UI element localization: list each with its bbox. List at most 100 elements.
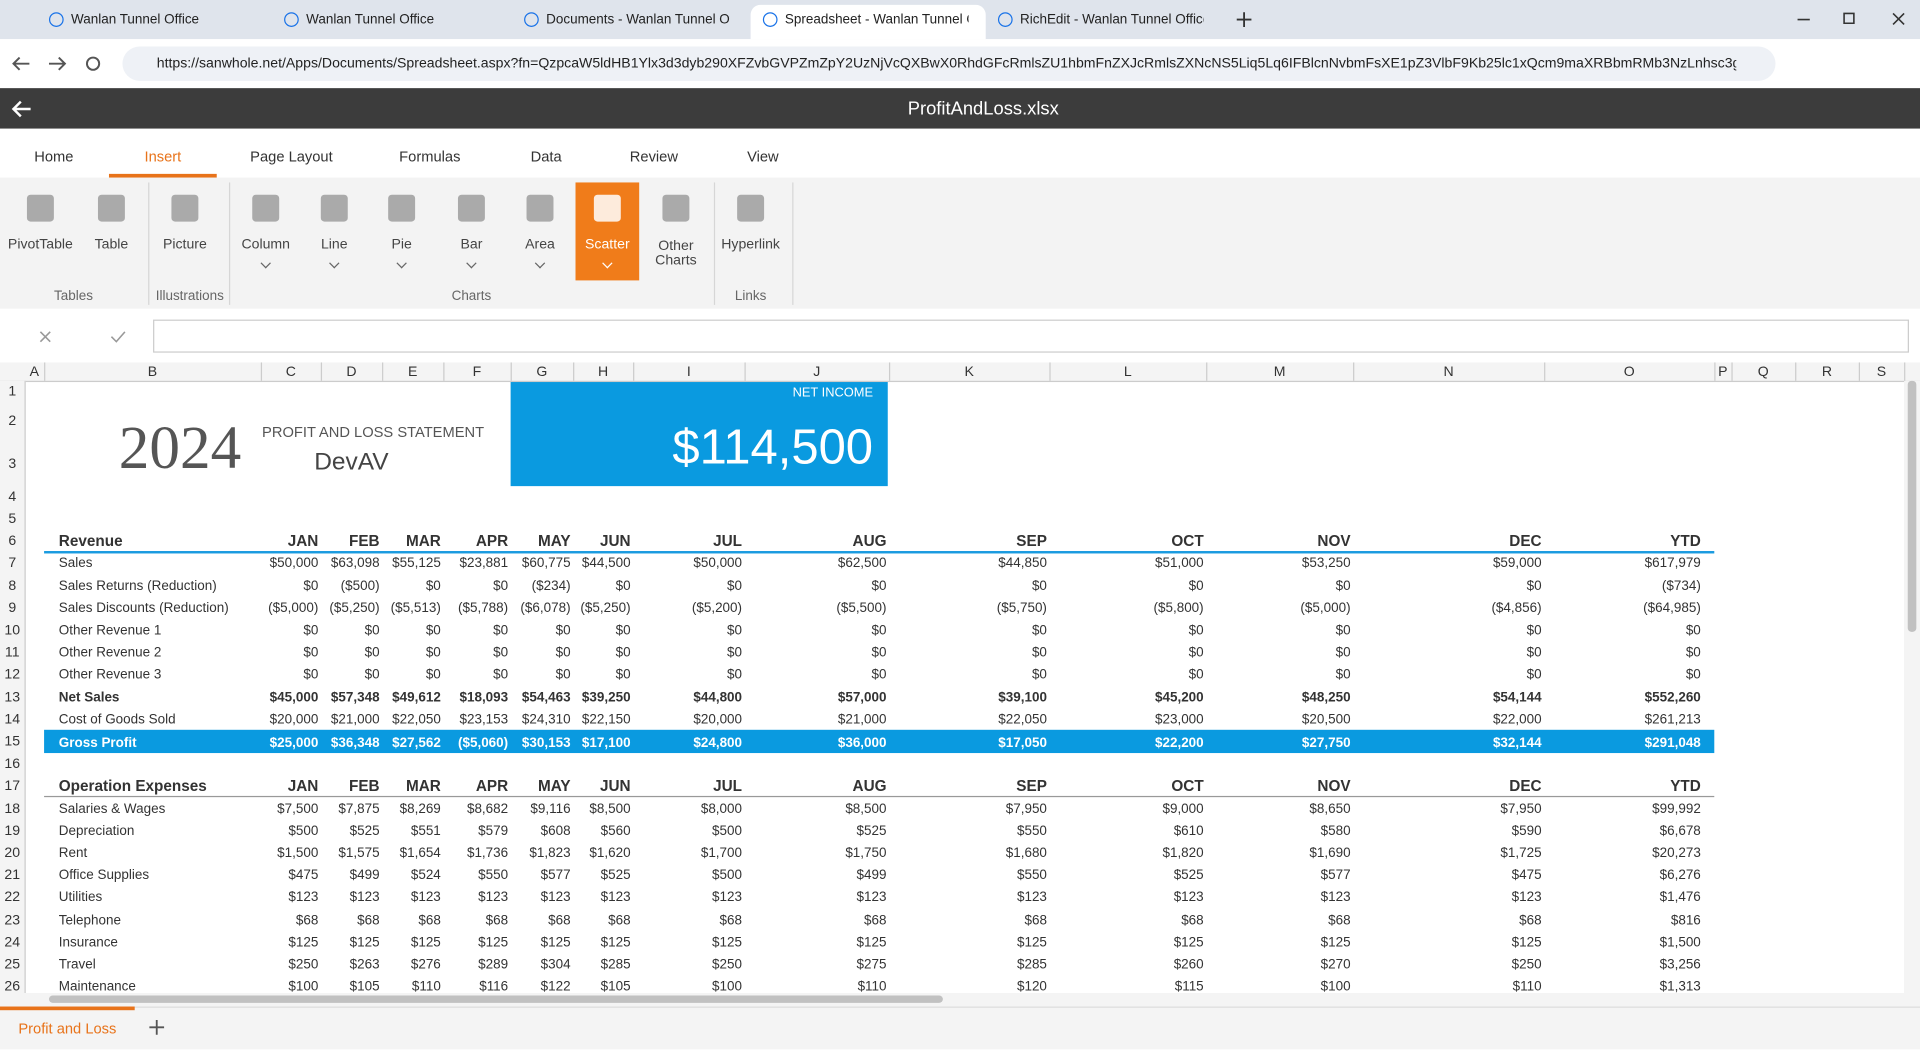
row-header: 18: [4, 802, 20, 817]
ribbon-button[interactable]: Picture: [163, 238, 207, 253]
cell: $20,500: [1302, 712, 1351, 727]
ribbon-tab[interactable]: Formulas: [399, 148, 460, 165]
cell: $36,000: [838, 736, 887, 751]
cell: $68: [608, 913, 630, 928]
h-scrollbar[interactable]: [0, 993, 1920, 1006]
cell: $0: [727, 646, 742, 661]
cell: $8,500: [589, 802, 630, 817]
ribbon-button[interactable]: Table: [95, 238, 129, 253]
ribbon-button[interactable]: Area: [525, 238, 555, 253]
ribbon-tab[interactable]: Data: [531, 148, 562, 165]
cell: $45,000: [270, 690, 319, 705]
formula-buttons[interactable]: [37, 328, 135, 345]
cell: $0: [1032, 668, 1047, 683]
cell: $116: [479, 980, 508, 995]
ribbon-button[interactable]: Line: [321, 238, 348, 253]
formula-input[interactable]: [153, 320, 1909, 353]
cell: $68: [720, 913, 742, 928]
cell: $120: [1017, 980, 1047, 995]
cell: $125: [1017, 935, 1047, 950]
cell: $0: [1336, 579, 1351, 594]
cell: $0: [1189, 579, 1204, 594]
cell: $125: [350, 935, 380, 950]
back-button[interactable]: [10, 98, 34, 120]
cell: $1,500: [277, 846, 318, 861]
row-label: Sales Discounts (Reduction): [59, 601, 229, 616]
cell: $500: [288, 824, 318, 839]
cell: $6,276: [1660, 868, 1701, 883]
ribbon-button[interactable]: Column: [241, 238, 290, 253]
cell: $105: [350, 980, 380, 995]
cell: $44,850: [998, 556, 1047, 571]
cell: $0: [556, 623, 571, 638]
ribbon-button[interactable]: Pie: [391, 238, 411, 253]
cell: $25,000: [270, 736, 319, 751]
cell: $263: [350, 958, 380, 973]
row-header: 19: [4, 824, 20, 839]
cell: $0: [1686, 646, 1701, 661]
ribbon-tab[interactable]: View: [747, 148, 779, 165]
cell: $0: [616, 623, 631, 638]
ribbon-tab[interactable]: Home: [34, 148, 73, 165]
column-border: [1859, 362, 1860, 380]
window-controls[interactable]: [1788, 7, 1910, 31]
cell: $577: [1321, 868, 1351, 883]
cell: $291,048: [1645, 736, 1701, 751]
ribbon-tab[interactable]: Page Layout: [250, 148, 333, 165]
cell: $0: [616, 646, 631, 661]
cell: $36,348: [331, 736, 380, 751]
cell: $0: [1686, 623, 1701, 638]
month-header: NOV: [1317, 533, 1350, 550]
cell: $1,820: [1162, 846, 1203, 861]
cell: $617,979: [1645, 556, 1701, 571]
add-sheet[interactable]: [148, 1019, 165, 1036]
column-border: [633, 362, 634, 380]
month-header: FEB: [349, 533, 380, 550]
tab-icon: [998, 12, 1013, 27]
cell: $110: [1513, 980, 1542, 995]
cell: ($5,500): [836, 601, 886, 616]
row-label: Maintenance: [59, 980, 136, 995]
ribbon-button[interactable]: Scatter: [585, 238, 630, 253]
row-label: Rent: [59, 846, 87, 861]
row-label: Cost of Goods Sold: [59, 712, 176, 727]
cell: $125: [541, 935, 571, 950]
ribbon-button[interactable]: Bar: [460, 238, 482, 253]
cell: $23,881: [459, 556, 508, 571]
ribbon-button[interactable]: PivotTable: [8, 238, 73, 253]
v-scrollbar[interactable]: [1904, 381, 1920, 993]
cell: $20,273: [1652, 846, 1701, 861]
cell: $7,950: [1500, 802, 1541, 817]
cell: $22,000: [1493, 712, 1542, 727]
cell: $0: [1336, 646, 1351, 661]
nav-buttons[interactable]: [10, 51, 108, 75]
column-border: [261, 362, 262, 380]
cell: $23,000: [1155, 712, 1204, 727]
new-tab[interactable]: [1236, 11, 1253, 28]
column-header: K: [964, 365, 973, 380]
ribbon-button[interactable]: Hyperlink: [721, 238, 780, 253]
cell: $1,823: [529, 846, 570, 861]
cell: $50,000: [270, 556, 319, 571]
cell: $0: [493, 668, 508, 683]
column-header: F: [473, 365, 482, 380]
cell: $6,678: [1660, 824, 1701, 839]
cell: $21,000: [331, 712, 380, 727]
column-border: [744, 362, 745, 380]
column-header: E: [408, 365, 417, 380]
ribbon-tab[interactable]: Review: [630, 148, 678, 165]
button-icon: [388, 195, 415, 222]
group-separator: [792, 182, 793, 304]
column-header: I: [687, 365, 691, 380]
cell: $30,153: [522, 736, 571, 751]
ribbon-button[interactable]: Other Charts: [649, 239, 703, 268]
button-icon: [252, 195, 279, 222]
sheet-tab[interactable]: Profit and Loss: [18, 1020, 116, 1037]
ribbon-tab[interactable]: Insert: [144, 148, 181, 165]
cell: $0: [426, 623, 441, 638]
cell: $0: [727, 668, 742, 683]
cell: $50,000: [693, 556, 742, 571]
cell: $1,654: [400, 846, 441, 861]
cell: ($5,060): [458, 736, 508, 751]
month-header: APR: [476, 778, 508, 795]
